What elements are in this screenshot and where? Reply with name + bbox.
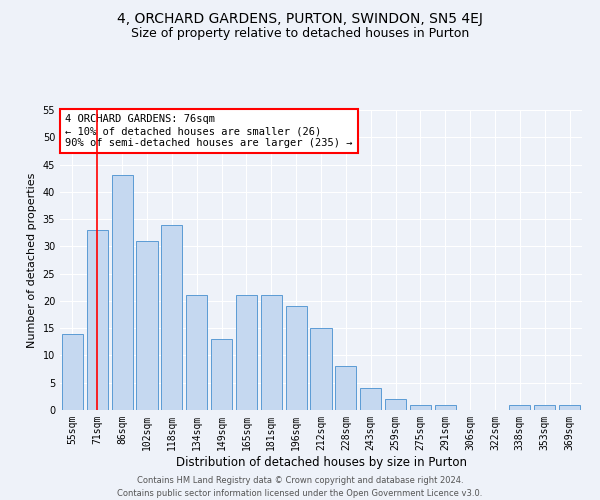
Bar — [211, 339, 232, 410]
X-axis label: Distribution of detached houses by size in Purton: Distribution of detached houses by size … — [176, 456, 467, 468]
Bar — [335, 366, 356, 410]
Bar — [534, 404, 555, 410]
Bar — [236, 296, 257, 410]
Y-axis label: Number of detached properties: Number of detached properties — [27, 172, 37, 348]
Bar — [112, 176, 133, 410]
Text: Size of property relative to detached houses in Purton: Size of property relative to detached ho… — [131, 28, 469, 40]
Bar — [186, 296, 207, 410]
Bar — [310, 328, 332, 410]
Bar — [62, 334, 83, 410]
Text: Contains HM Land Registry data © Crown copyright and database right 2024.
Contai: Contains HM Land Registry data © Crown c… — [118, 476, 482, 498]
Bar — [559, 404, 580, 410]
Bar — [87, 230, 108, 410]
Bar — [360, 388, 381, 410]
Text: 4, ORCHARD GARDENS, PURTON, SWINDON, SN5 4EJ: 4, ORCHARD GARDENS, PURTON, SWINDON, SN5… — [117, 12, 483, 26]
Bar — [286, 306, 307, 410]
Bar — [136, 241, 158, 410]
Text: 4 ORCHARD GARDENS: 76sqm
← 10% of detached houses are smaller (26)
90% of semi-d: 4 ORCHARD GARDENS: 76sqm ← 10% of detach… — [65, 114, 353, 148]
Bar — [261, 296, 282, 410]
Bar — [410, 404, 431, 410]
Bar — [385, 399, 406, 410]
Bar — [435, 404, 456, 410]
Bar — [161, 224, 182, 410]
Bar — [509, 404, 530, 410]
